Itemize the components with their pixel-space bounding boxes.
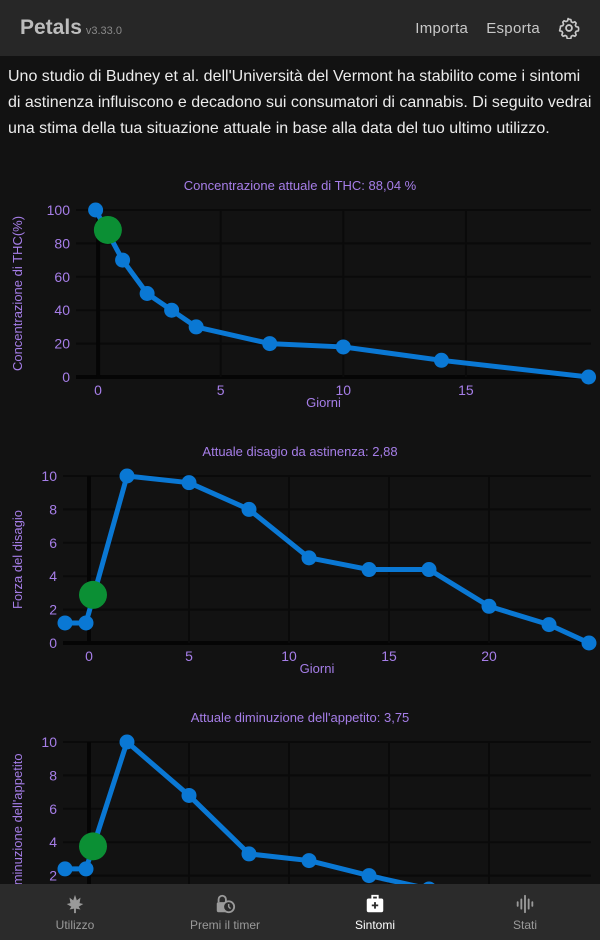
- data-point: [139, 286, 155, 301]
- data-point: [181, 787, 197, 803]
- current-value-marker: [93, 215, 122, 244]
- x-tick-label: 0: [85, 648, 93, 664]
- data-point: [481, 598, 497, 614]
- data-point: [164, 302, 180, 318]
- current-value-marker: [79, 832, 107, 861]
- chart-title: Concentrazione attuale di THC: 88,04 %: [184, 178, 417, 193]
- waveform-icon: [516, 894, 534, 913]
- nav-premi-il-timer[interactable]: Premi il timer: [150, 884, 300, 940]
- data-point: [78, 861, 94, 877]
- gear-icon[interactable]: [558, 17, 580, 39]
- x-tick-label: 20: [481, 648, 497, 664]
- cannabis-leaf-icon: [66, 894, 84, 913]
- nav-utilizzo[interactable]: Utilizzo: [0, 884, 150, 940]
- data-point: [115, 252, 131, 268]
- series-line: [65, 739, 419, 884]
- y-tick-label: 4: [49, 568, 57, 584]
- y-tick-label: 6: [49, 801, 57, 817]
- y-tick-label: 0: [62, 369, 70, 385]
- data-point: [581, 635, 597, 651]
- data-point: [361, 868, 377, 884]
- x-tick-label: 10: [281, 648, 297, 664]
- y-tick-label: 8: [49, 501, 57, 517]
- data-point: [301, 550, 317, 566]
- data-point: [541, 617, 557, 633]
- data-point: [181, 475, 197, 491]
- chart-title: Attuale diminuzione dell'appetito: 3,75: [191, 710, 410, 725]
- app-version: v3.33.0: [85, 25, 122, 37]
- withdrawal-chart: Attuale disagio da astinenza: 2,88 0 2 4 6 8 1…: [0, 436, 600, 701]
- medical-bag-icon: [366, 894, 384, 912]
- x-tick-label: 5: [217, 382, 225, 398]
- data-point: [421, 562, 437, 578]
- appetite-chart: Attuale diminuzione dell'appetito: 3,750…: [0, 702, 600, 884]
- y-tick-label: 60: [54, 269, 70, 285]
- data-point: [433, 352, 449, 368]
- data-point: [241, 501, 257, 517]
- export-button[interactable]: Esporta: [486, 19, 540, 37]
- bottom-navigation: Utilizzo Premi il timer Sintomi Stati: [0, 884, 600, 940]
- x-axis-title: Giorni: [300, 661, 335, 676]
- y-tick-label: 4: [49, 834, 57, 850]
- y-tick-label: 6: [49, 535, 57, 551]
- data-point: [301, 853, 317, 869]
- x-tick-label: 15: [458, 382, 474, 398]
- y-axis-title: Concentrazione di THC(%): [10, 216, 25, 371]
- nav-label: Sintomi: [354, 917, 395, 932]
- data-point: [361, 562, 377, 578]
- data-point: [423, 881, 435, 884]
- nav-sintomi[interactable]: Sintomi: [300, 884, 450, 940]
- y-axis-title: Diminuzione dell'appetito: [10, 753, 25, 884]
- data-point: [119, 468, 135, 484]
- current-value-marker: [79, 580, 107, 609]
- data-point: [57, 615, 73, 631]
- data-point: [188, 319, 204, 335]
- x-tick-label: 0: [94, 382, 102, 398]
- y-tick-label: 8: [49, 767, 57, 783]
- nav-label: Utilizzo: [55, 917, 95, 932]
- data-point: [78, 615, 94, 631]
- y-tick-label: 80: [54, 235, 70, 251]
- data-point: [119, 734, 135, 750]
- y-tick-label: 2: [49, 602, 57, 618]
- symptoms-page[interactable]: Uno studio di Budney et al. dell'Univers…: [0, 56, 600, 884]
- thc-chart: Concentrazione attuale di THC: 88,04 % 0 2…: [0, 170, 600, 435]
- y-tick-label: 10: [41, 468, 57, 484]
- y-tick-label: 0: [49, 635, 57, 651]
- import-button[interactable]: Importa: [415, 19, 469, 37]
- x-tick-label: 15: [381, 648, 397, 664]
- data-point: [262, 336, 278, 352]
- y-axis-title: Forza del disagio: [10, 510, 25, 609]
- timer-lock-icon: [216, 894, 236, 913]
- data-point: [581, 369, 597, 385]
- x-axis-title: Giorni: [306, 395, 341, 410]
- series-line: [65, 473, 591, 646]
- data-point: [88, 202, 104, 218]
- app-bar: Petals v3.33.0 Importa Esporta: [0, 0, 600, 56]
- y-tick-label: 2: [49, 868, 57, 884]
- y-tick-label: 40: [54, 302, 70, 318]
- y-tick-label: 100: [47, 202, 71, 218]
- chart-title: Attuale disagio da astinenza: 2,88: [202, 444, 397, 459]
- nav-label: Stati: [512, 917, 537, 932]
- x-tick-label: 10: [336, 382, 352, 398]
- data-point: [57, 861, 73, 877]
- x-tick-label: 5: [185, 648, 193, 664]
- data-point: [335, 339, 351, 355]
- data-point: [241, 846, 257, 862]
- intro-text: Uno studio di Budney et al. dell'Univers…: [8, 68, 592, 137]
- y-tick-label: 10: [41, 734, 57, 750]
- nav-label: Premi il timer: [189, 917, 260, 932]
- app-title: Petals: [20, 16, 82, 39]
- y-tick-label: 20: [54, 336, 70, 352]
- nav-stati[interactable]: Stati: [450, 884, 600, 940]
